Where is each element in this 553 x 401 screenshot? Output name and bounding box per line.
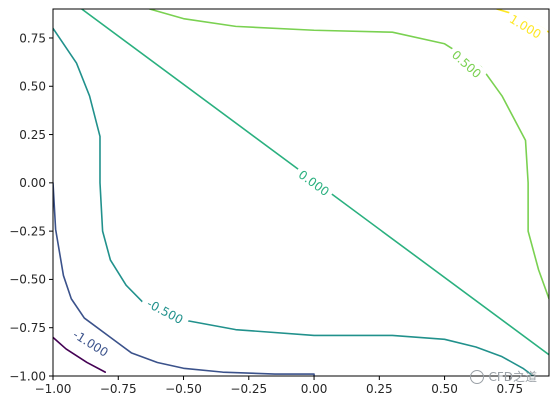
y-tick-label: −0.50: [9, 273, 46, 287]
plot-frame: [52, 8, 550, 377]
y-tick-label: −1.00: [9, 369, 46, 383]
y-tick-label: 0.00: [19, 176, 46, 190]
wechat-icon: [470, 369, 485, 384]
contour-label-bg: [445, 44, 488, 85]
x-tick-label: −0.75: [100, 382, 137, 396]
y-tick-label: −0.25: [9, 224, 46, 238]
watermark-text: CFD之道: [488, 370, 537, 384]
y-axis: −1.00 −0.75 −0.50 −0.25 0.00 0.25 0.50 0.75: [9, 31, 53, 383]
x-tick-label: −1.00: [35, 382, 72, 396]
contour-line-level-1: [53, 182, 315, 376]
y-tick-label: 0.75: [19, 31, 46, 45]
x-axis: −1.00 −0.75 −0.50 −0.25 0.00 0.25 0.50 0.75: [35, 376, 523, 396]
watermark: CFD之道: [470, 368, 537, 385]
x-tick-label: 0.00: [301, 382, 328, 396]
x-tick-label: 0.75: [496, 382, 523, 396]
y-tick-label: −0.75: [9, 321, 46, 335]
y-tick-label: 0.25: [19, 128, 46, 142]
x-tick-label: −0.50: [165, 382, 202, 396]
contour-label-bg: [139, 292, 191, 330]
contour-label-bg: [65, 323, 117, 364]
contour-line-level-0: [53, 336, 107, 373]
contour-label-bg: [503, 8, 548, 45]
x-tick-label: 0.25: [366, 382, 393, 396]
contour-label-bg: [292, 164, 336, 202]
y-tick-label: 0.50: [19, 80, 46, 94]
x-tick-label: 0.50: [431, 382, 458, 396]
x-tick-label: −0.25: [230, 382, 267, 396]
